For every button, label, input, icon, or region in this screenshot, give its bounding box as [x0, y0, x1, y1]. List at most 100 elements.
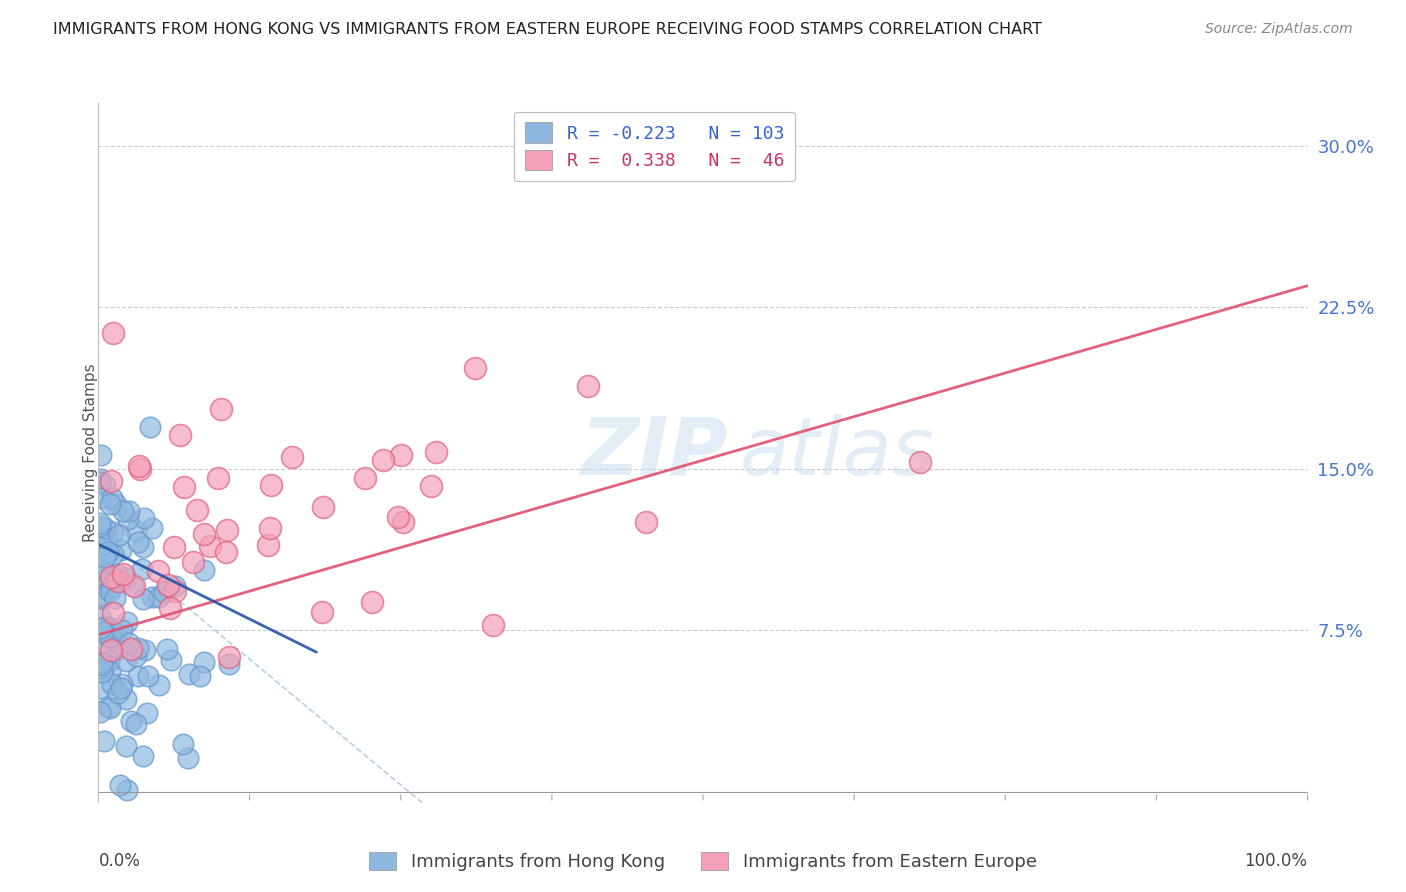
Point: [218, 657, 240, 671]
Point: [193, 563, 215, 577]
Point: [90, 657, 112, 671]
Point: [108, 642, 131, 657]
Point: [148, 678, 170, 692]
Point: [420, 479, 443, 493]
Y-axis label: Receiving Food Stamps: Receiving Food Stamps: [83, 363, 97, 542]
Point: [218, 650, 240, 665]
Point: [163, 583, 186, 598]
Point: [89, 472, 111, 486]
Point: [93, 538, 115, 552]
Point: [122, 579, 145, 593]
Point: [114, 691, 136, 706]
Point: [91, 665, 114, 679]
Point: [280, 450, 302, 464]
Point: [132, 511, 155, 525]
Point: [107, 574, 129, 589]
Point: [111, 677, 134, 691]
Point: [311, 605, 333, 619]
Point: [353, 471, 375, 485]
Point: [110, 543, 132, 558]
Point: [129, 462, 152, 476]
Point: [578, 379, 600, 393]
Point: [360, 595, 382, 609]
Point: [155, 642, 177, 657]
Point: [93, 478, 115, 492]
Point: [89, 516, 111, 530]
Point: [90, 621, 112, 635]
Point: [127, 640, 149, 655]
Point: [100, 643, 122, 657]
Point: [96, 533, 118, 547]
Point: [91, 625, 114, 640]
Point: [94, 576, 117, 591]
Point: [908, 455, 931, 469]
Point: [111, 623, 134, 637]
Point: [392, 515, 415, 529]
Point: [312, 500, 335, 514]
Point: [98, 620, 121, 634]
Point: [89, 568, 111, 582]
Point: [107, 686, 129, 700]
Point: [134, 643, 156, 657]
Point: [464, 360, 486, 375]
Point: [160, 653, 183, 667]
Point: [93, 734, 115, 748]
Point: [101, 625, 124, 640]
Point: [153, 585, 176, 599]
Point: [103, 606, 125, 620]
Point: [138, 420, 160, 434]
Point: [188, 669, 211, 683]
Point: [186, 503, 208, 517]
Point: [132, 592, 155, 607]
Point: [112, 567, 135, 582]
Point: [181, 555, 204, 569]
Point: [104, 591, 127, 606]
Point: [98, 497, 121, 511]
Point: [110, 778, 132, 792]
Point: [98, 664, 121, 678]
Point: [115, 615, 138, 629]
Point: [215, 545, 238, 559]
Legend: Immigrants from Hong Kong, Immigrants from Eastern Europe: Immigrants from Hong Kong, Immigrants fr…: [363, 845, 1043, 879]
Point: [94, 580, 117, 594]
Point: [148, 564, 170, 578]
Point: [120, 714, 142, 728]
Point: [90, 448, 112, 462]
Point: [207, 471, 229, 485]
Point: [156, 578, 179, 592]
Point: [371, 453, 394, 467]
Point: [124, 648, 146, 663]
Point: [91, 640, 114, 655]
Point: [90, 591, 112, 606]
Point: [101, 326, 124, 340]
Point: [101, 491, 124, 506]
Point: [98, 701, 121, 715]
Point: [425, 445, 447, 459]
Point: [163, 540, 186, 554]
Point: [131, 562, 153, 576]
Point: [198, 539, 221, 553]
Point: [165, 579, 187, 593]
Point: [193, 655, 215, 669]
Point: [124, 524, 146, 538]
Point: [389, 448, 412, 462]
Point: [100, 677, 122, 691]
Point: [634, 515, 657, 529]
Point: [91, 564, 114, 578]
Point: [104, 626, 127, 640]
Point: [132, 748, 155, 763]
Text: 100.0%: 100.0%: [1244, 852, 1308, 870]
Point: [125, 716, 148, 731]
Point: [97, 699, 120, 714]
Point: [93, 620, 115, 634]
Point: [115, 783, 138, 797]
Point: [89, 608, 111, 623]
Point: [141, 591, 163, 605]
Point: [115, 654, 138, 668]
Point: [127, 535, 149, 549]
Point: [141, 521, 163, 535]
Point: [193, 526, 215, 541]
Point: [93, 531, 115, 545]
Point: [97, 631, 120, 645]
Point: [259, 521, 281, 535]
